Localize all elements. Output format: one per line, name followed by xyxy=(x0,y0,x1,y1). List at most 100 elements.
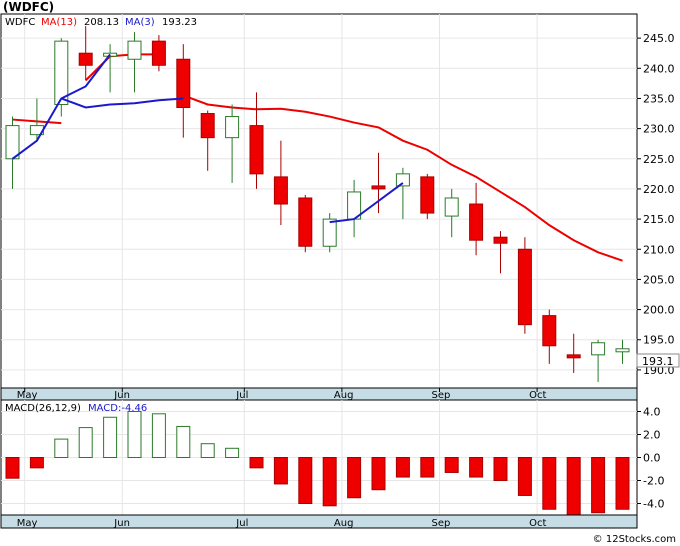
macd-x-tick-label: Aug xyxy=(334,518,354,529)
macd-legend-value: MACD:-4.46 xyxy=(88,403,147,414)
page-title: (WDFC) xyxy=(3,0,55,14)
macd-bar xyxy=(151,413,166,458)
price-x-tick-label: Jul xyxy=(235,390,248,401)
candle-body xyxy=(444,197,459,217)
macd-bar xyxy=(322,457,337,507)
candle-body xyxy=(5,125,20,160)
price-panel xyxy=(0,13,638,389)
macd-bars xyxy=(5,411,630,516)
price-y-tick-label: 225.0 xyxy=(643,153,675,166)
candle-body xyxy=(420,176,435,214)
candle-body xyxy=(225,116,240,139)
macd-bar xyxy=(225,447,240,458)
legend-symbol: WDFC xyxy=(5,17,35,28)
macd-x-axis-band xyxy=(0,514,638,529)
ma3-polyline-aug xyxy=(329,182,404,224)
macd-bar xyxy=(615,457,630,510)
legend-ma3-label: MA(3) xyxy=(125,17,155,28)
price-y-tick-label: 200.0 xyxy=(643,304,675,317)
price-grid xyxy=(1,14,637,388)
candle-body xyxy=(127,40,142,60)
macd-y-tick-label: -2.0 xyxy=(643,475,664,488)
ma13-polyline-top xyxy=(84,53,159,82)
candle-body xyxy=(249,125,264,175)
price-x-axis: May Jun Jul Aug Sep Oct xyxy=(17,388,546,401)
macd-bar xyxy=(176,425,191,459)
candle-body xyxy=(469,203,484,241)
last-price-label: 193.1 xyxy=(642,355,674,368)
price-x-tick-label: May xyxy=(17,390,38,401)
candle-body xyxy=(200,113,215,139)
macd-bar xyxy=(591,457,606,514)
price-x-tick-label: Sep xyxy=(432,390,451,401)
macd-bar xyxy=(347,457,362,499)
macd-bar xyxy=(420,457,435,478)
macd-bar xyxy=(517,457,532,496)
macd-bar xyxy=(273,457,288,485)
macd-bar xyxy=(469,457,484,478)
price-x-tick-label: Jun xyxy=(113,390,130,401)
legend-ma13-value: 208.13 xyxy=(84,17,119,28)
price-x-tick-label: Oct xyxy=(529,390,546,401)
macd-bar xyxy=(566,457,581,516)
price-y-tick-label: 195.0 xyxy=(643,334,675,347)
credit-text: © 12Stocks.com xyxy=(592,534,676,545)
candle-body xyxy=(395,173,410,187)
macd-bar xyxy=(78,427,93,459)
macd-y-tick-label: -4.0 xyxy=(643,498,664,511)
macd-bar xyxy=(444,457,459,473)
macd-bar xyxy=(200,443,215,459)
macd-bar xyxy=(395,457,410,478)
candle-body xyxy=(371,185,386,190)
macd-bar xyxy=(103,416,118,458)
macd-bar xyxy=(298,457,313,504)
candle-body xyxy=(615,348,630,353)
price-y-tick-label: 245.0 xyxy=(643,32,675,45)
macd-bar xyxy=(127,411,142,458)
price-y-tick-label: 235.0 xyxy=(643,92,675,105)
price-y-tick-label: 210.0 xyxy=(643,243,675,256)
macd-bar xyxy=(5,457,20,479)
price-legend: WDFC MA(13) 208.13 MA(3) 193.23 xyxy=(5,17,197,28)
macd-x-tick-label: Oct xyxy=(529,518,546,529)
macd-x-tick-label: Jun xyxy=(113,518,130,529)
macd-bar xyxy=(371,457,386,491)
macd-x-tick-label: May xyxy=(17,518,38,529)
candle-body xyxy=(151,40,166,66)
candle-body xyxy=(322,218,337,247)
ma3-polyline-mid xyxy=(60,97,184,109)
macd-bar xyxy=(493,457,508,481)
candle-body xyxy=(176,58,191,108)
macd-bar xyxy=(249,457,264,469)
ma3-line xyxy=(11,53,404,224)
legend-ma3-value: 193.23 xyxy=(162,17,197,28)
price-x-tick-label: Aug xyxy=(334,390,354,401)
macd-x-tick-label: Jul xyxy=(235,518,248,529)
price-y-tick-label: 240.0 xyxy=(643,62,675,75)
candle-body xyxy=(566,354,581,359)
price-y-axis: 190.0195.0200.0205.0210.0215.0220.0225.0… xyxy=(637,32,675,377)
macd-y-tick-label: 4.0 xyxy=(643,406,661,419)
candle-body xyxy=(542,315,557,347)
candle-body xyxy=(591,342,606,356)
legend-ma13-label: MA(13) xyxy=(41,17,77,28)
candle-body xyxy=(298,197,313,247)
macd-bar xyxy=(54,438,69,459)
candle-body xyxy=(273,176,288,205)
candle-body xyxy=(78,52,93,66)
macd-y-tick-label: 2.0 xyxy=(643,429,661,442)
price-y-tick-label: 215.0 xyxy=(643,213,675,226)
macd-y-axis: 4.0 2.0 0.0 -2.0 -4.0 xyxy=(637,406,664,511)
macd-bar xyxy=(542,457,557,510)
price-y-tick-label: 220.0 xyxy=(643,183,675,196)
candle-body xyxy=(493,236,508,244)
candle-body xyxy=(517,248,532,326)
macd-bar xyxy=(29,457,44,469)
macd-x-axis: May Jun Jul Aug Sep Oct xyxy=(17,518,547,529)
price-candles xyxy=(5,26,630,382)
price-y-tick-label: 230.0 xyxy=(643,123,675,136)
price-y-tick-label: 205.0 xyxy=(643,273,675,286)
macd-legend-label: MACD(26,12,9) xyxy=(5,403,81,414)
last-price-tag: 193.1 xyxy=(636,353,680,368)
